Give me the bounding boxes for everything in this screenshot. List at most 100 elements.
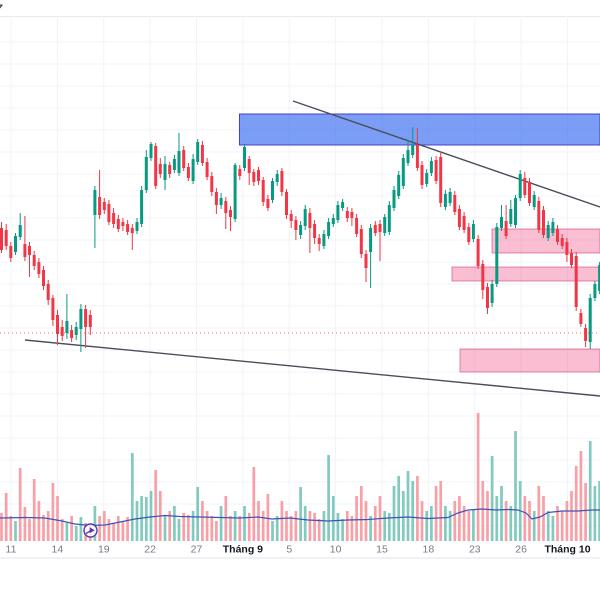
volume-bar[interactable] (177, 519, 181, 541)
candle-body[interactable] (186, 167, 190, 178)
volume-bar[interactable] (453, 501, 457, 541)
volume-bar[interactable] (345, 511, 349, 541)
volume-bar[interactable] (397, 476, 401, 541)
volume-bar[interactable] (280, 501, 284, 541)
candle-body[interactable] (392, 190, 396, 208)
volume-bar[interactable] (243, 506, 246, 541)
time-axis-label[interactable]: 23 (469, 544, 481, 556)
candle-body[interactable] (149, 144, 153, 158)
candle-body[interactable] (200, 145, 204, 163)
volume-bar[interactable] (149, 491, 153, 541)
volume-bar[interactable] (355, 496, 358, 541)
volume-bar[interactable] (144, 497, 148, 541)
candle-body[interactable] (453, 195, 457, 212)
lower-trendline[interactable] (24, 339, 600, 397)
volume-bar[interactable] (42, 515, 45, 541)
time-axis-label[interactable]: Tháng 10 (544, 544, 590, 556)
candle-body[interactable] (471, 224, 475, 239)
volume-bar[interactable] (102, 511, 106, 541)
candle-body[interactable] (289, 214, 293, 221)
candle-body[interactable] (551, 222, 555, 233)
demand-zone-pink-lower[interactable] (459, 348, 600, 373)
candle-body[interactable] (214, 192, 218, 205)
candle-body[interactable] (172, 159, 176, 170)
volume-bar[interactable] (476, 413, 480, 541)
candle-body[interactable] (345, 211, 349, 218)
candle-body[interactable] (411, 145, 415, 155)
candle-body[interactable] (369, 228, 373, 252)
candle-body[interactable] (593, 284, 597, 298)
candle-body[interactable] (112, 213, 116, 224)
volume-bar[interactable] (467, 511, 471, 541)
candle-body[interactable] (56, 315, 59, 334)
volume-bar[interactable] (537, 486, 541, 541)
volume-bar[interactable] (331, 496, 335, 541)
volume-bar[interactable] (434, 486, 438, 541)
volume-bar[interactable] (364, 501, 368, 541)
candle-body[interactable] (556, 229, 559, 242)
candle-body[interactable] (154, 146, 158, 186)
volume-bar[interactable] (219, 506, 223, 541)
candle-body[interactable] (467, 227, 471, 242)
volume-bar[interactable] (593, 486, 597, 541)
candle-body[interactable] (420, 165, 424, 185)
time-axis-label[interactable]: 22 (144, 544, 156, 556)
volume-bar[interactable] (275, 516, 279, 541)
candle-body[interactable] (144, 157, 148, 190)
volume-bar[interactable] (542, 496, 545, 541)
volume-bar[interactable] (261, 511, 265, 541)
candle-body[interactable] (579, 313, 583, 324)
candle-body[interactable] (350, 212, 354, 218)
volume-bar[interactable] (509, 506, 513, 541)
volume-bar[interactable] (238, 516, 242, 541)
volume-bar[interactable] (430, 506, 433, 541)
time-axis-label[interactable]: 15 (376, 544, 388, 556)
time-axis-label[interactable]: 5 (286, 544, 292, 556)
volume-bar[interactable] (229, 516, 232, 541)
candle-body[interactable] (28, 246, 31, 255)
candle-body[interactable] (163, 164, 167, 180)
volume-bar[interactable] (154, 470, 158, 541)
volume-bar[interactable] (135, 501, 139, 541)
candle-body[interactable] (229, 210, 232, 217)
candle-body[interactable] (448, 192, 452, 203)
volume-bar[interactable] (551, 516, 555, 541)
candle-body[interactable] (252, 172, 256, 182)
candle-body[interactable] (439, 157, 443, 203)
volume-bar[interactable] (163, 516, 167, 541)
volume-bar[interactable] (74, 526, 78, 541)
volume-bar[interactable] (350, 516, 354, 541)
candle-body[interactable] (331, 218, 335, 224)
time-axis-label[interactable]: 27 (191, 544, 203, 556)
volume-bar[interactable] (383, 511, 387, 541)
candle-body[interactable] (46, 284, 50, 300)
volume-bar[interactable] (317, 519, 321, 541)
candle-body[interactable] (224, 201, 228, 213)
volume-bar[interactable] (112, 523, 115, 541)
time-axis-label[interactable]: 14 (52, 544, 64, 556)
candle-body[interactable] (116, 219, 120, 229)
volume-bar[interactable] (130, 453, 134, 541)
candle-body[interactable] (425, 173, 429, 184)
candle-body[interactable] (532, 195, 536, 207)
candle-body[interactable] (303, 209, 307, 226)
candle-body[interactable] (406, 150, 410, 163)
candle-body[interactable] (574, 256, 578, 307)
volume-bar[interactable] (439, 481, 443, 541)
candle-body[interactable] (70, 330, 74, 338)
candle-body[interactable] (504, 221, 508, 236)
candle-body[interactable] (434, 160, 438, 181)
volume-bar[interactable] (4, 493, 8, 541)
candle-body[interactable] (32, 255, 36, 266)
candle-body[interactable] (205, 162, 209, 177)
candle-body[interactable] (378, 224, 382, 232)
volume-bar[interactable] (252, 467, 256, 541)
volume-bar[interactable] (18, 468, 22, 541)
candle-body[interactable] (588, 298, 592, 342)
volume-bar[interactable] (121, 521, 125, 541)
volume-bar[interactable] (523, 496, 527, 541)
volume-ma-line[interactable] (0, 508, 600, 527)
supply-zone-blue[interactable] (239, 113, 600, 146)
volume-bar[interactable] (444, 506, 447, 541)
